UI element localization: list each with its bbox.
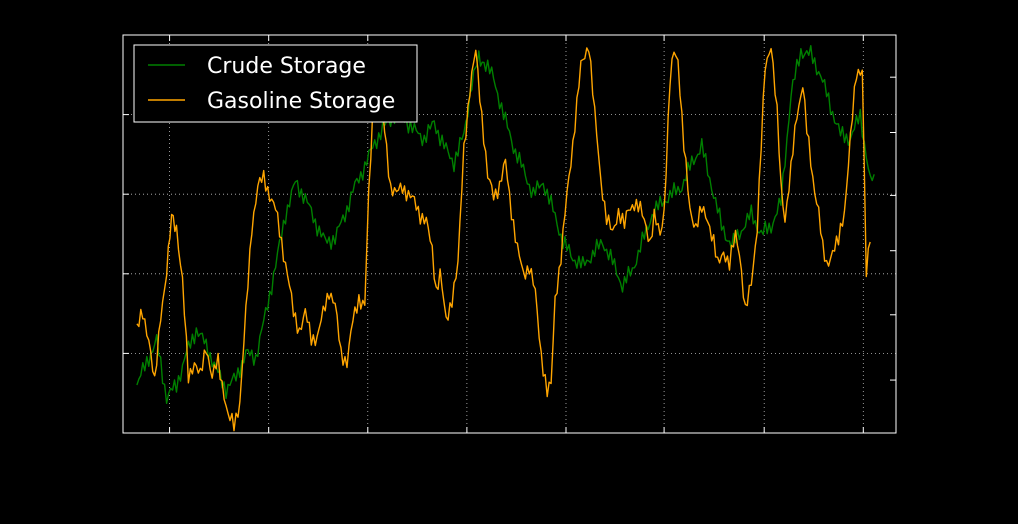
series-line-gasoline-storage [136, 47, 871, 432]
axis-ticks [123, 34, 896, 434]
series-line-crude-storage [136, 45, 875, 404]
series-layer [136, 45, 875, 432]
legend-box [133, 44, 418, 123]
legend: Crude Storage Gasoline Storage [133, 44, 418, 123]
legend-label-crude: Crude Storage [207, 54, 366, 79]
legend-label-gasoline: Gasoline Storage [207, 89, 395, 114]
